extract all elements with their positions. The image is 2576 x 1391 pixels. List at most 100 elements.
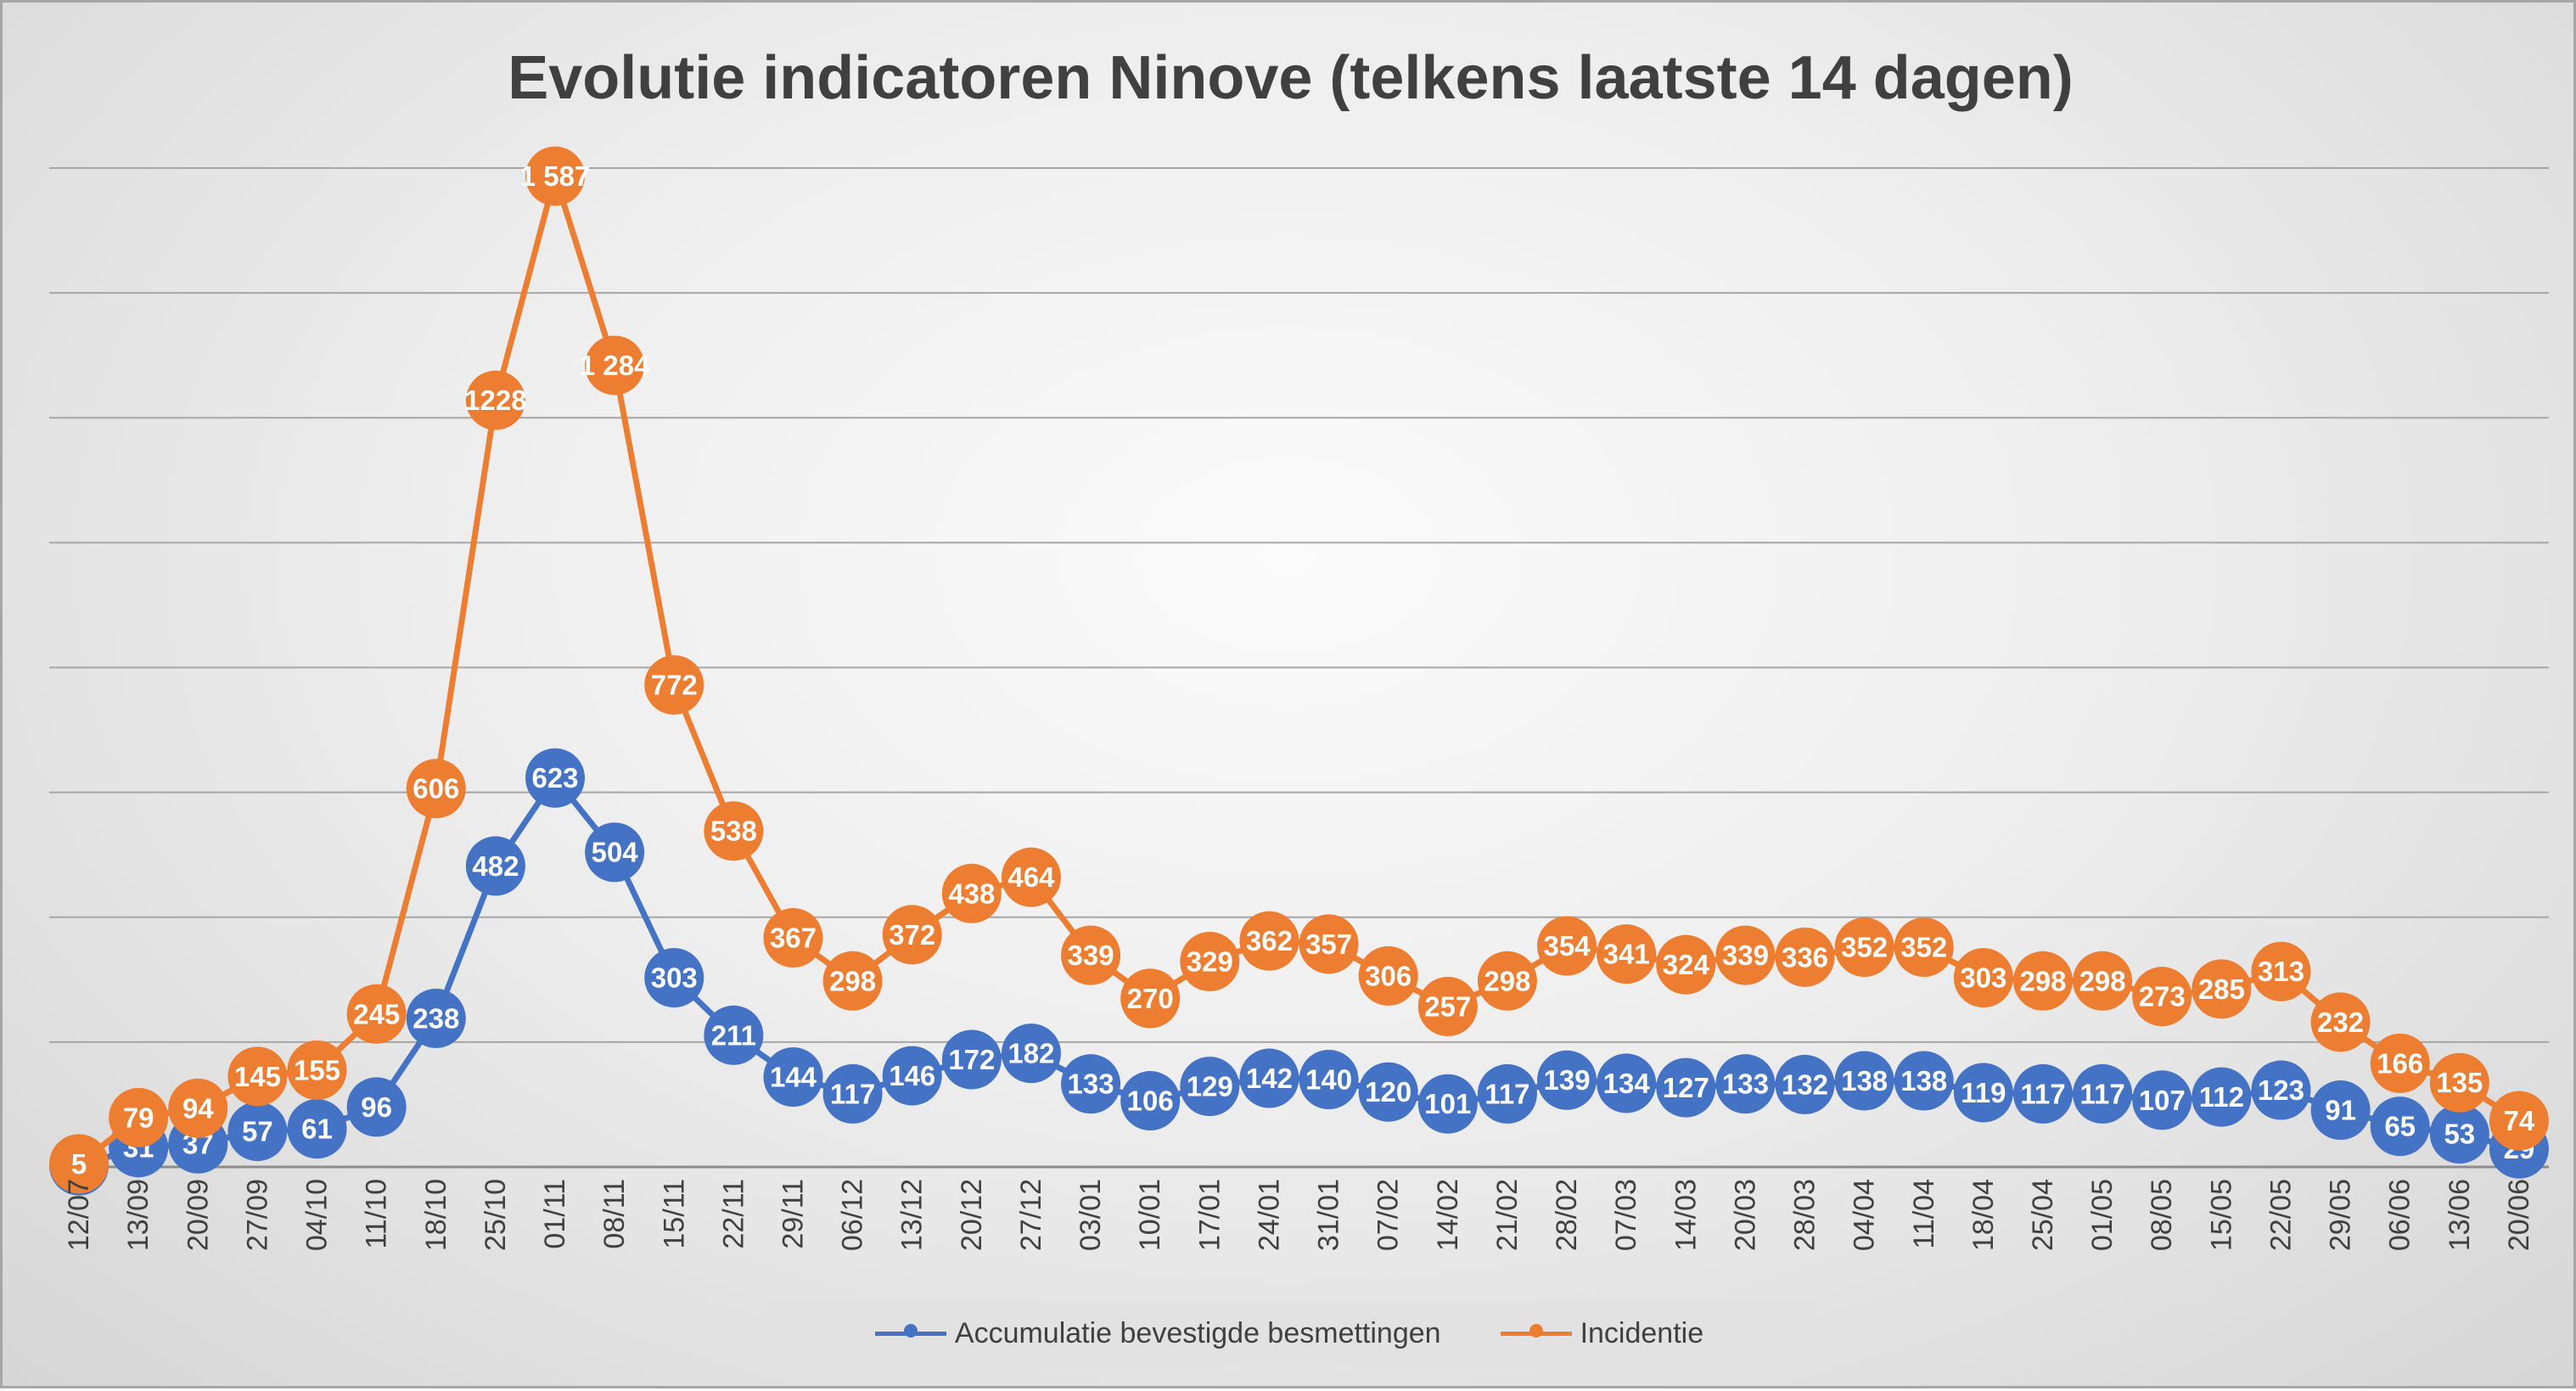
data-point <box>1834 917 1894 978</box>
legend: Accumulatie bevestigde besmettingen Inci… <box>766 1301 1812 1366</box>
data-label: 257 <box>1424 990 1471 1022</box>
data-label: 464 <box>1007 861 1055 893</box>
data-point <box>1358 945 1418 1006</box>
data-label: 303 <box>651 962 698 994</box>
data-label: 324 <box>1663 949 1710 980</box>
series-1: 5 79 94 145 155 245 606 1228 1 587 1 284 772 538 367… <box>49 146 2549 1194</box>
x-tick-label: 25/04 <box>2027 1179 2059 1251</box>
x-tick-label: 27/09 <box>241 1179 273 1251</box>
x-tick-label: 28/03 <box>1789 1179 1821 1251</box>
data-label: 245 <box>353 998 400 1029</box>
data-point <box>941 1029 1002 1090</box>
data-label: 139 <box>1544 1064 1591 1096</box>
data-point <box>1299 1050 1359 1110</box>
data-point <box>406 988 466 1048</box>
data-point <box>1775 1054 1835 1114</box>
x-tick-label: 11/04 <box>1908 1179 1940 1249</box>
x-tick-label: 28/02 <box>1551 1179 1583 1251</box>
x-tick-label: 18/04 <box>1967 1179 2000 1251</box>
data-point <box>644 655 704 715</box>
data-point <box>1537 916 1597 976</box>
data-label: 117 <box>1484 1078 1529 1109</box>
data-point <box>168 1078 228 1138</box>
x-tick-label: 04/04 <box>1849 1179 1881 1251</box>
x-tick-label: 22/11 <box>717 1179 749 1249</box>
data-point <box>1001 847 1061 907</box>
data-label: 57 <box>242 1116 273 1147</box>
data-label: 96 <box>361 1091 392 1123</box>
data-label: 238 <box>412 1002 459 1034</box>
data-point <box>346 984 407 1044</box>
data-point <box>1477 1063 1537 1124</box>
data-label: 303 <box>1960 962 2006 994</box>
data-point <box>1180 931 1240 991</box>
data-label: 339 <box>1722 939 1769 971</box>
data-label: 352 <box>1841 932 1888 963</box>
x-tick-label: 29/11 <box>777 1179 809 1249</box>
data-point <box>1120 1071 1181 1131</box>
data-label: 101 <box>1424 1088 1471 1119</box>
data-point <box>1715 925 1776 985</box>
x-tick-label: 21/02 <box>1491 1179 1524 1251</box>
data-point <box>1894 1051 1954 1111</box>
x-tick-label: 15/11 <box>658 1179 690 1249</box>
data-point <box>882 905 942 965</box>
data-point <box>763 908 823 968</box>
data-label: 155 <box>294 1054 340 1085</box>
data-label: 1228 <box>464 384 526 416</box>
data-point <box>763 1047 823 1108</box>
data-point <box>2429 1104 2489 1164</box>
data-point <box>1180 1057 1240 1117</box>
data-point <box>1358 1062 1418 1122</box>
x-tick-label: 14/03 <box>1670 1179 1702 1251</box>
data-label: 166 <box>2377 1047 2423 1079</box>
x-tick-label: 11/10 <box>361 1179 393 1249</box>
x-tick-label: 06/06 <box>2384 1179 2416 1251</box>
data-label: 367 <box>770 923 817 954</box>
x-tick-label: 29/05 <box>2325 1179 2357 1251</box>
data-label: 117 <box>830 1078 875 1109</box>
data-label: 482 <box>472 850 519 882</box>
data-label: 133 <box>1722 1068 1769 1100</box>
x-tick-label: 20/09 <box>182 1179 214 1251</box>
data-point <box>704 801 764 861</box>
data-label: 372 <box>889 919 935 951</box>
data-point <box>1239 1048 1299 1108</box>
data-label: 134 <box>1603 1068 1651 1099</box>
data-label: 606 <box>412 773 459 805</box>
data-point <box>1953 1063 2013 1123</box>
data-point <box>227 1046 288 1107</box>
data-label: 504 <box>592 837 639 868</box>
data-point <box>1239 911 1299 971</box>
data-label: 1 587 <box>520 160 591 192</box>
data-point <box>1894 917 1954 978</box>
x-tick-label: 31/01 <box>1313 1179 1345 1251</box>
data-point <box>2251 1060 2311 1120</box>
data-point <box>2310 1080 2371 1141</box>
data-label: 133 <box>1068 1068 1114 1100</box>
x-tick-label: 08/05 <box>2146 1179 2178 1251</box>
data-label: 138 <box>1841 1065 1888 1097</box>
x-tick-label: 13/06 <box>2444 1179 2476 1251</box>
data-label: 79 <box>123 1102 154 1133</box>
data-label: 438 <box>948 878 995 909</box>
data-label: 120 <box>1365 1076 1411 1108</box>
data-label: 53 <box>2444 1119 2475 1150</box>
data-label: 129 <box>1187 1071 1233 1102</box>
data-point <box>1656 1057 1716 1118</box>
legend-label-accumulatie: Accumulatie bevestigde besmettingen <box>954 1316 1441 1349</box>
data-point <box>1715 1054 1776 1114</box>
data-point <box>585 335 645 395</box>
data-label: 306 <box>1365 960 1411 991</box>
x-tick-label: 12/07 <box>63 1179 95 1251</box>
data-label: 140 <box>1305 1064 1352 1096</box>
data-label: 117 <box>2079 1078 2124 1109</box>
legend-swatch-accumulatie <box>874 1324 946 1338</box>
data-point <box>406 759 466 819</box>
data-point <box>2132 967 2192 1027</box>
data-label: 127 <box>1663 1072 1709 1103</box>
data-point <box>1656 934 1716 995</box>
data-point <box>2192 1067 2252 1127</box>
data-label: 5 <box>71 1148 87 1180</box>
